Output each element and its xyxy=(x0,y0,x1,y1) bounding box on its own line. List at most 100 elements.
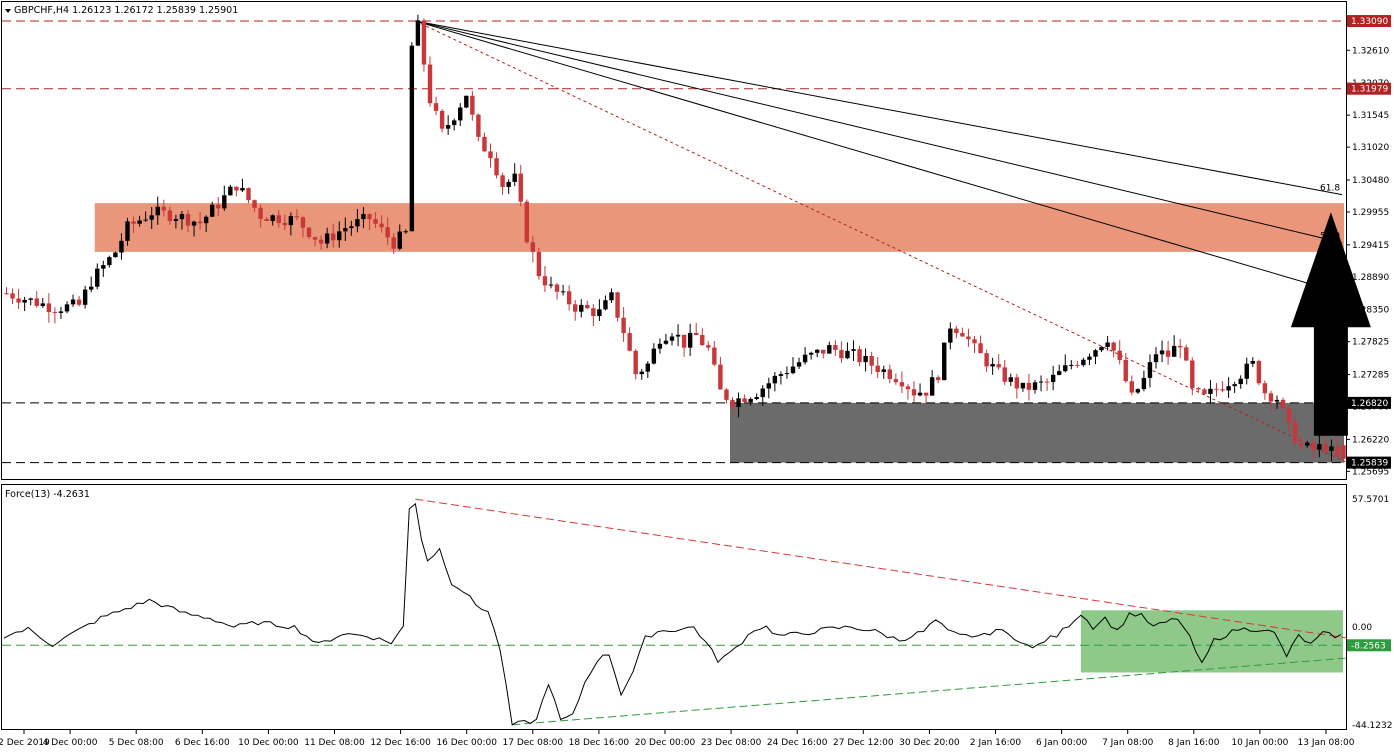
candle-body xyxy=(488,151,493,159)
candle-body xyxy=(573,304,578,312)
candle-body xyxy=(651,348,657,364)
candle-body xyxy=(52,312,58,314)
candle-body xyxy=(222,195,227,209)
symbol-header: GBPCHF,H4 1.26123 1.26172 1.25839 1.2590… xyxy=(14,5,238,16)
candle-body xyxy=(107,257,112,266)
candle-body xyxy=(119,240,124,253)
time-tick-label: 5 Dec 08:00 xyxy=(109,738,164,748)
candle-body xyxy=(984,353,989,367)
price-tick-label: 1.30480 xyxy=(1352,176,1389,186)
candle-body xyxy=(1190,360,1195,389)
time-tick-label: 23 Dec 08:00 xyxy=(701,738,762,748)
candle-body xyxy=(185,213,191,226)
candle-body xyxy=(300,217,306,228)
candle-body xyxy=(270,215,275,221)
candle-body xyxy=(923,392,929,396)
level-tag-0 xyxy=(1347,15,1391,28)
candle-body xyxy=(58,311,64,313)
candle-body xyxy=(1032,382,1038,390)
candle-body xyxy=(64,304,70,312)
time-tick-label: 20 Dec 00:00 xyxy=(635,738,696,748)
time-tick-label: 18 Dec 16:00 xyxy=(569,738,630,748)
resistance-zone xyxy=(94,203,1344,252)
candle-body xyxy=(306,227,312,238)
level-tag-1 xyxy=(1347,82,1391,95)
candle-body xyxy=(827,345,832,354)
y-axis: 1.326101.320701.315451.310201.304801.299… xyxy=(1346,15,1392,731)
candle-body xyxy=(367,214,372,220)
candle-body xyxy=(833,345,838,350)
time-tick-label: 10 Dec 00:00 xyxy=(238,738,299,748)
candle-body xyxy=(373,219,378,224)
up-arrow-icon xyxy=(1290,212,1371,436)
candle-body xyxy=(482,136,487,152)
candle-body xyxy=(790,366,796,374)
candle-body xyxy=(1020,382,1026,389)
price-tick-label: 1.25695 xyxy=(1352,467,1389,477)
candle-body xyxy=(1286,408,1292,423)
level-tag-label-0: 1.33090 xyxy=(1351,17,1388,27)
candle-body xyxy=(506,181,511,187)
candle-body xyxy=(1299,443,1304,446)
candle-body xyxy=(10,293,15,299)
candle-body xyxy=(161,206,166,211)
candle-body xyxy=(1063,365,1068,372)
candle-body xyxy=(288,216,294,226)
candle-body xyxy=(421,20,427,65)
candle-body xyxy=(137,220,142,224)
force-tick-label: -44.1232 xyxy=(1352,721,1392,731)
fan-ray-0 xyxy=(415,20,1343,196)
time-tick-label: 6 Dec 16:00 xyxy=(175,738,230,748)
candle-body xyxy=(687,332,693,348)
signal-arrow-layer xyxy=(1290,212,1371,436)
candle-body xyxy=(1093,350,1098,357)
candle-body xyxy=(40,303,45,306)
candle-body xyxy=(246,188,251,201)
candle-body xyxy=(391,237,396,249)
force-trendline-upper xyxy=(415,498,1348,639)
force-line xyxy=(3,502,1342,726)
candle-body xyxy=(936,377,941,381)
candle-body xyxy=(1135,389,1141,393)
candle-body xyxy=(839,349,844,359)
candle-body xyxy=(1044,381,1050,383)
candle-body xyxy=(1038,381,1044,383)
time-tick-label: 16 Dec 00:00 xyxy=(436,738,497,748)
candle-body xyxy=(778,374,784,376)
candle-body xyxy=(427,64,433,104)
candle-body xyxy=(1317,444,1322,450)
fan-ray-1 xyxy=(415,20,1343,244)
candle-body xyxy=(730,399,735,407)
candles-layer xyxy=(4,14,1346,463)
triangle-down-icon[interactable] xyxy=(5,9,11,13)
candle-body xyxy=(742,398,747,402)
candle-body xyxy=(433,103,439,111)
candle-body xyxy=(143,219,148,221)
candle-body xyxy=(464,95,469,108)
price-tick-label: 1.31020 xyxy=(1352,143,1389,153)
candle-body xyxy=(4,293,9,295)
candle-body xyxy=(379,223,384,228)
candle-body xyxy=(1244,363,1249,379)
candle-body xyxy=(258,207,263,219)
time-tick-label: 8 Jan 16:00 xyxy=(1168,738,1220,748)
candle-body xyxy=(46,303,52,313)
time-tick-label: 10 Jan 00:00 xyxy=(1231,738,1288,748)
candle-body xyxy=(766,383,771,389)
candle-body xyxy=(597,309,602,317)
candle-body xyxy=(343,228,348,232)
candle-body xyxy=(458,107,463,121)
candle-body xyxy=(1141,377,1147,390)
candle-body xyxy=(881,369,886,372)
candle-body xyxy=(1329,446,1334,451)
candle-body xyxy=(337,231,342,241)
candle-body xyxy=(566,291,572,305)
candle-body xyxy=(948,328,953,343)
candle-body xyxy=(1311,442,1316,450)
candle-body xyxy=(784,373,790,375)
candle-body xyxy=(772,375,778,384)
candle-body xyxy=(1165,350,1171,357)
candle-body xyxy=(615,292,620,318)
candle-body xyxy=(409,45,415,232)
candle-body xyxy=(415,20,421,46)
